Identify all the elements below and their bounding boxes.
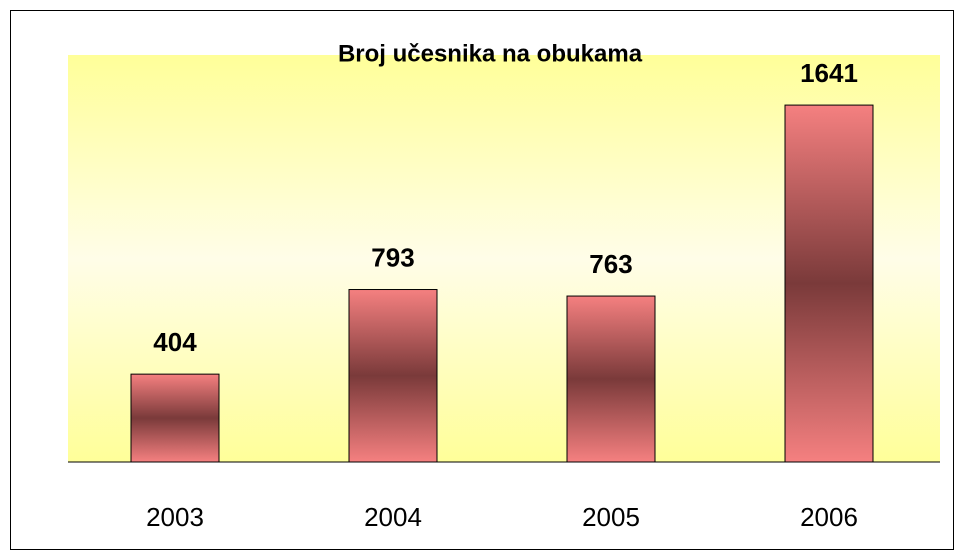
bar xyxy=(130,373,220,463)
value-label: 404 xyxy=(153,327,197,357)
value-label: 1641 xyxy=(800,58,858,88)
x-tick-label: 2004 xyxy=(364,502,422,532)
value-label: 793 xyxy=(371,242,414,272)
bar xyxy=(784,104,874,463)
value-label: 763 xyxy=(589,249,632,279)
x-tick-label: 2003 xyxy=(146,502,204,532)
x-tick-label: 2005 xyxy=(582,502,640,532)
chart-title: Broj učesnika na obukama xyxy=(338,40,643,67)
bar xyxy=(566,295,656,463)
x-tick-label: 2006 xyxy=(800,502,858,532)
bar xyxy=(348,289,438,463)
